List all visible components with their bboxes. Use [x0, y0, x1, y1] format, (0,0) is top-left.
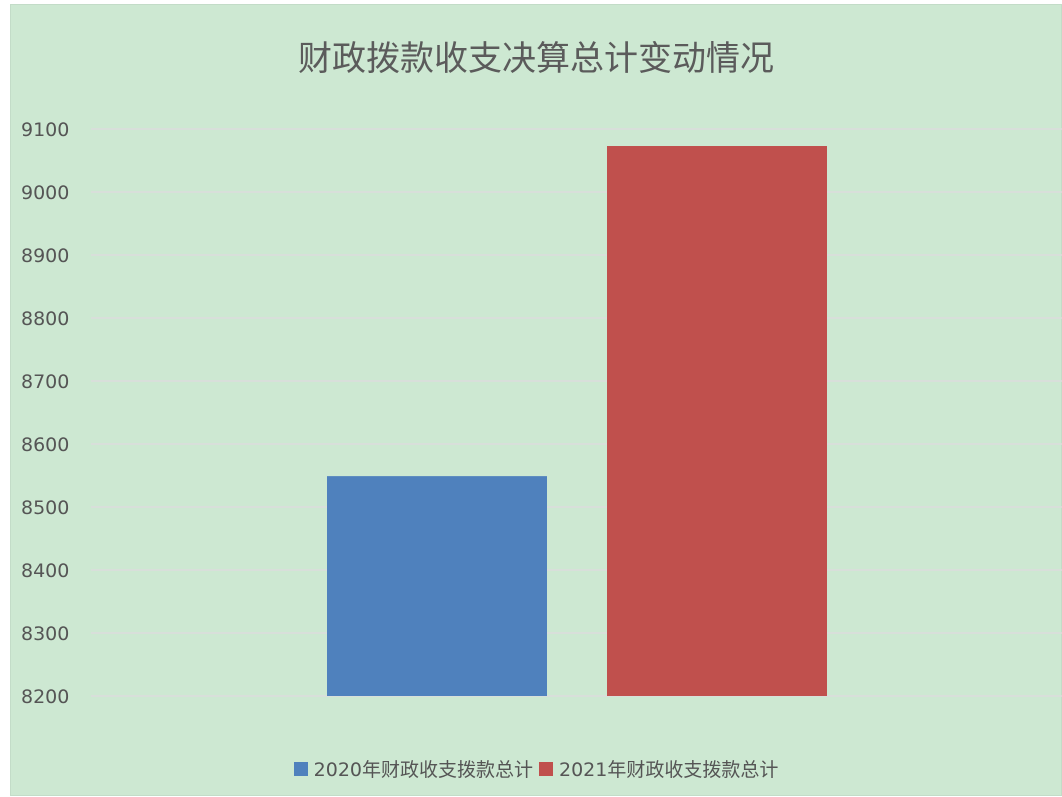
legend-item-2020: 2020年财政收支拨款总计	[293, 755, 533, 782]
y-tick-label: 8400	[21, 560, 69, 582]
y-tick-label: 8800	[21, 308, 69, 330]
legend-swatch-2021	[539, 761, 553, 776]
plot-area: 9100 9000 8900 8800 8700 8600 8500 8400 8300 8200	[21, 119, 1062, 708]
bar-series-1[interactable]	[327, 476, 547, 696]
legend: 2020年财政收支拨款总计 2021年财政收支拨款总计	[11, 755, 1061, 782]
legend-label-2021: 2021年财政收支拨款总计	[559, 759, 779, 781]
y-tick-label: 9000	[21, 182, 69, 204]
chart-frame: 财政拨款收支决算总计变动情况 9100 9000 8900 8800 8700 8600 8…	[10, 4, 1062, 796]
y-tick-label: 8600	[21, 434, 69, 456]
legend-label-2020: 2020年财政收支拨款总计	[313, 759, 533, 781]
y-tick-label: 9100	[21, 119, 69, 141]
chart-title: 财政拨款收支决算总计变动情况	[298, 39, 774, 79]
y-tick-label: 8200	[21, 686, 69, 708]
y-tick-label: 8500	[21, 497, 69, 519]
y-tick-label: 8300	[21, 623, 69, 645]
y-tick-label: 8900	[21, 245, 69, 267]
legend-item-2021: 2021年财政收支拨款总计	[539, 755, 778, 782]
y-tick-label: 8700	[21, 371, 69, 393]
bar-series-2[interactable]	[607, 146, 827, 696]
legend-swatch-2020	[293, 761, 308, 776]
